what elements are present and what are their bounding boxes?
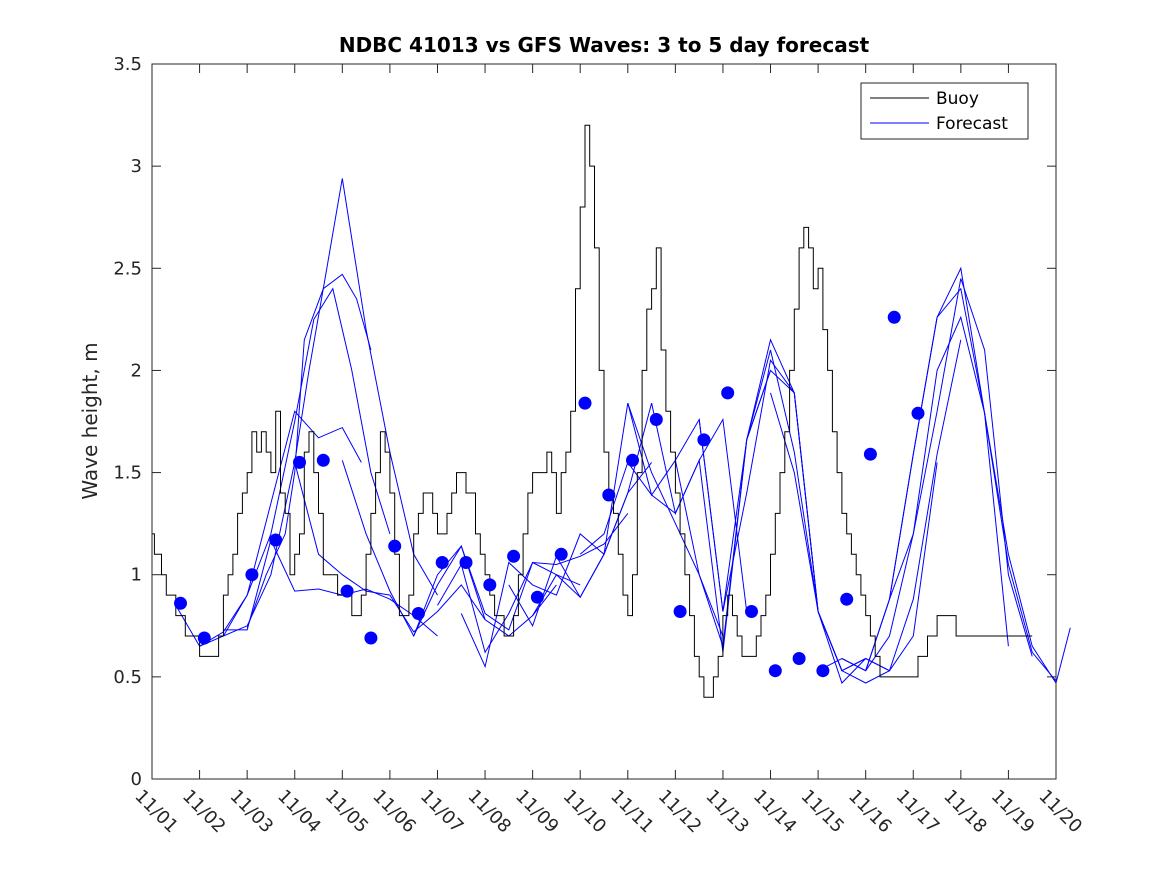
forecast-marker (768, 664, 782, 678)
forecast-line-11 (508, 402, 724, 637)
forecast-line-2 (199, 287, 391, 647)
forecast-marker (459, 556, 473, 569)
forecast-marker (745, 605, 758, 618)
forecast-line-21 (865, 287, 1057, 682)
y-axis-label: Wave height, m (78, 342, 102, 499)
forecast-marker (530, 590, 544, 604)
forecast-marker (697, 433, 711, 447)
y-tick-label: 0.5 (113, 667, 142, 688)
forecast-marker (673, 605, 687, 618)
forecast-marker (578, 396, 592, 410)
forecast-line-6 (294, 462, 486, 633)
axes-box (151, 63, 1057, 780)
data-layer (152, 124, 1071, 698)
y-tick-label: 3 (131, 156, 142, 177)
forecast-marker (411, 607, 425, 620)
forecast-line-7 (341, 460, 557, 638)
forecast-marker (483, 578, 497, 592)
legend-forecast-label: Forecast (936, 114, 1008, 134)
forecast-line-3 (223, 273, 372, 637)
forecast-marker (554, 547, 568, 561)
forecast-marker (197, 631, 211, 645)
y-tick-label: 1 (131, 565, 142, 586)
legend-buoy-label: Buoy (936, 89, 979, 109)
forecast-marker (911, 406, 925, 420)
forecast-marker (174, 596, 187, 610)
y-tick-label: 3.5 (113, 54, 142, 75)
forecast-marker (816, 664, 830, 678)
forecast-line-9 (437, 513, 629, 654)
forecast-marker (792, 652, 806, 665)
forecast-marker (863, 447, 877, 461)
forecast-marker (269, 533, 283, 547)
forecast-marker (340, 584, 354, 598)
forecast-line-20 (841, 278, 1033, 672)
buoy-line (152, 124, 1033, 698)
forecast-marker (316, 453, 330, 467)
forecast-marker (388, 539, 402, 553)
forecast-line-5 (223, 538, 438, 637)
forecast-marker (840, 592, 854, 606)
y-tick-label: 1.5 (113, 463, 142, 484)
forecast-line-8 (413, 545, 581, 637)
y-tick-label: 2.5 (113, 258, 142, 279)
y-tick-label: 0 (131, 769, 142, 790)
forecast-marker (364, 631, 378, 645)
chart-title: NDBC 41013 vs GFS Waves: 3 to 5 day fore… (339, 33, 870, 57)
y-tick-label: 2 (131, 360, 142, 381)
forecast-marker (626, 453, 639, 467)
forecast-marker (435, 556, 449, 569)
forecast-marker (887, 310, 901, 324)
forecast-line-18 (770, 339, 962, 672)
forecast-marker (649, 413, 663, 426)
forecast-marker (507, 549, 521, 563)
forecast-marker (602, 488, 616, 502)
forecast-line-4 (246, 178, 438, 628)
forecast-line-22 (889, 315, 1071, 685)
forecast-line-12 (532, 402, 748, 616)
forecast-marker (245, 568, 259, 582)
forecast-marker (721, 386, 735, 400)
legend-box (860, 82, 1029, 140)
legend: Buoy Forecast (860, 82, 1029, 140)
forecast-marker (293, 455, 306, 469)
